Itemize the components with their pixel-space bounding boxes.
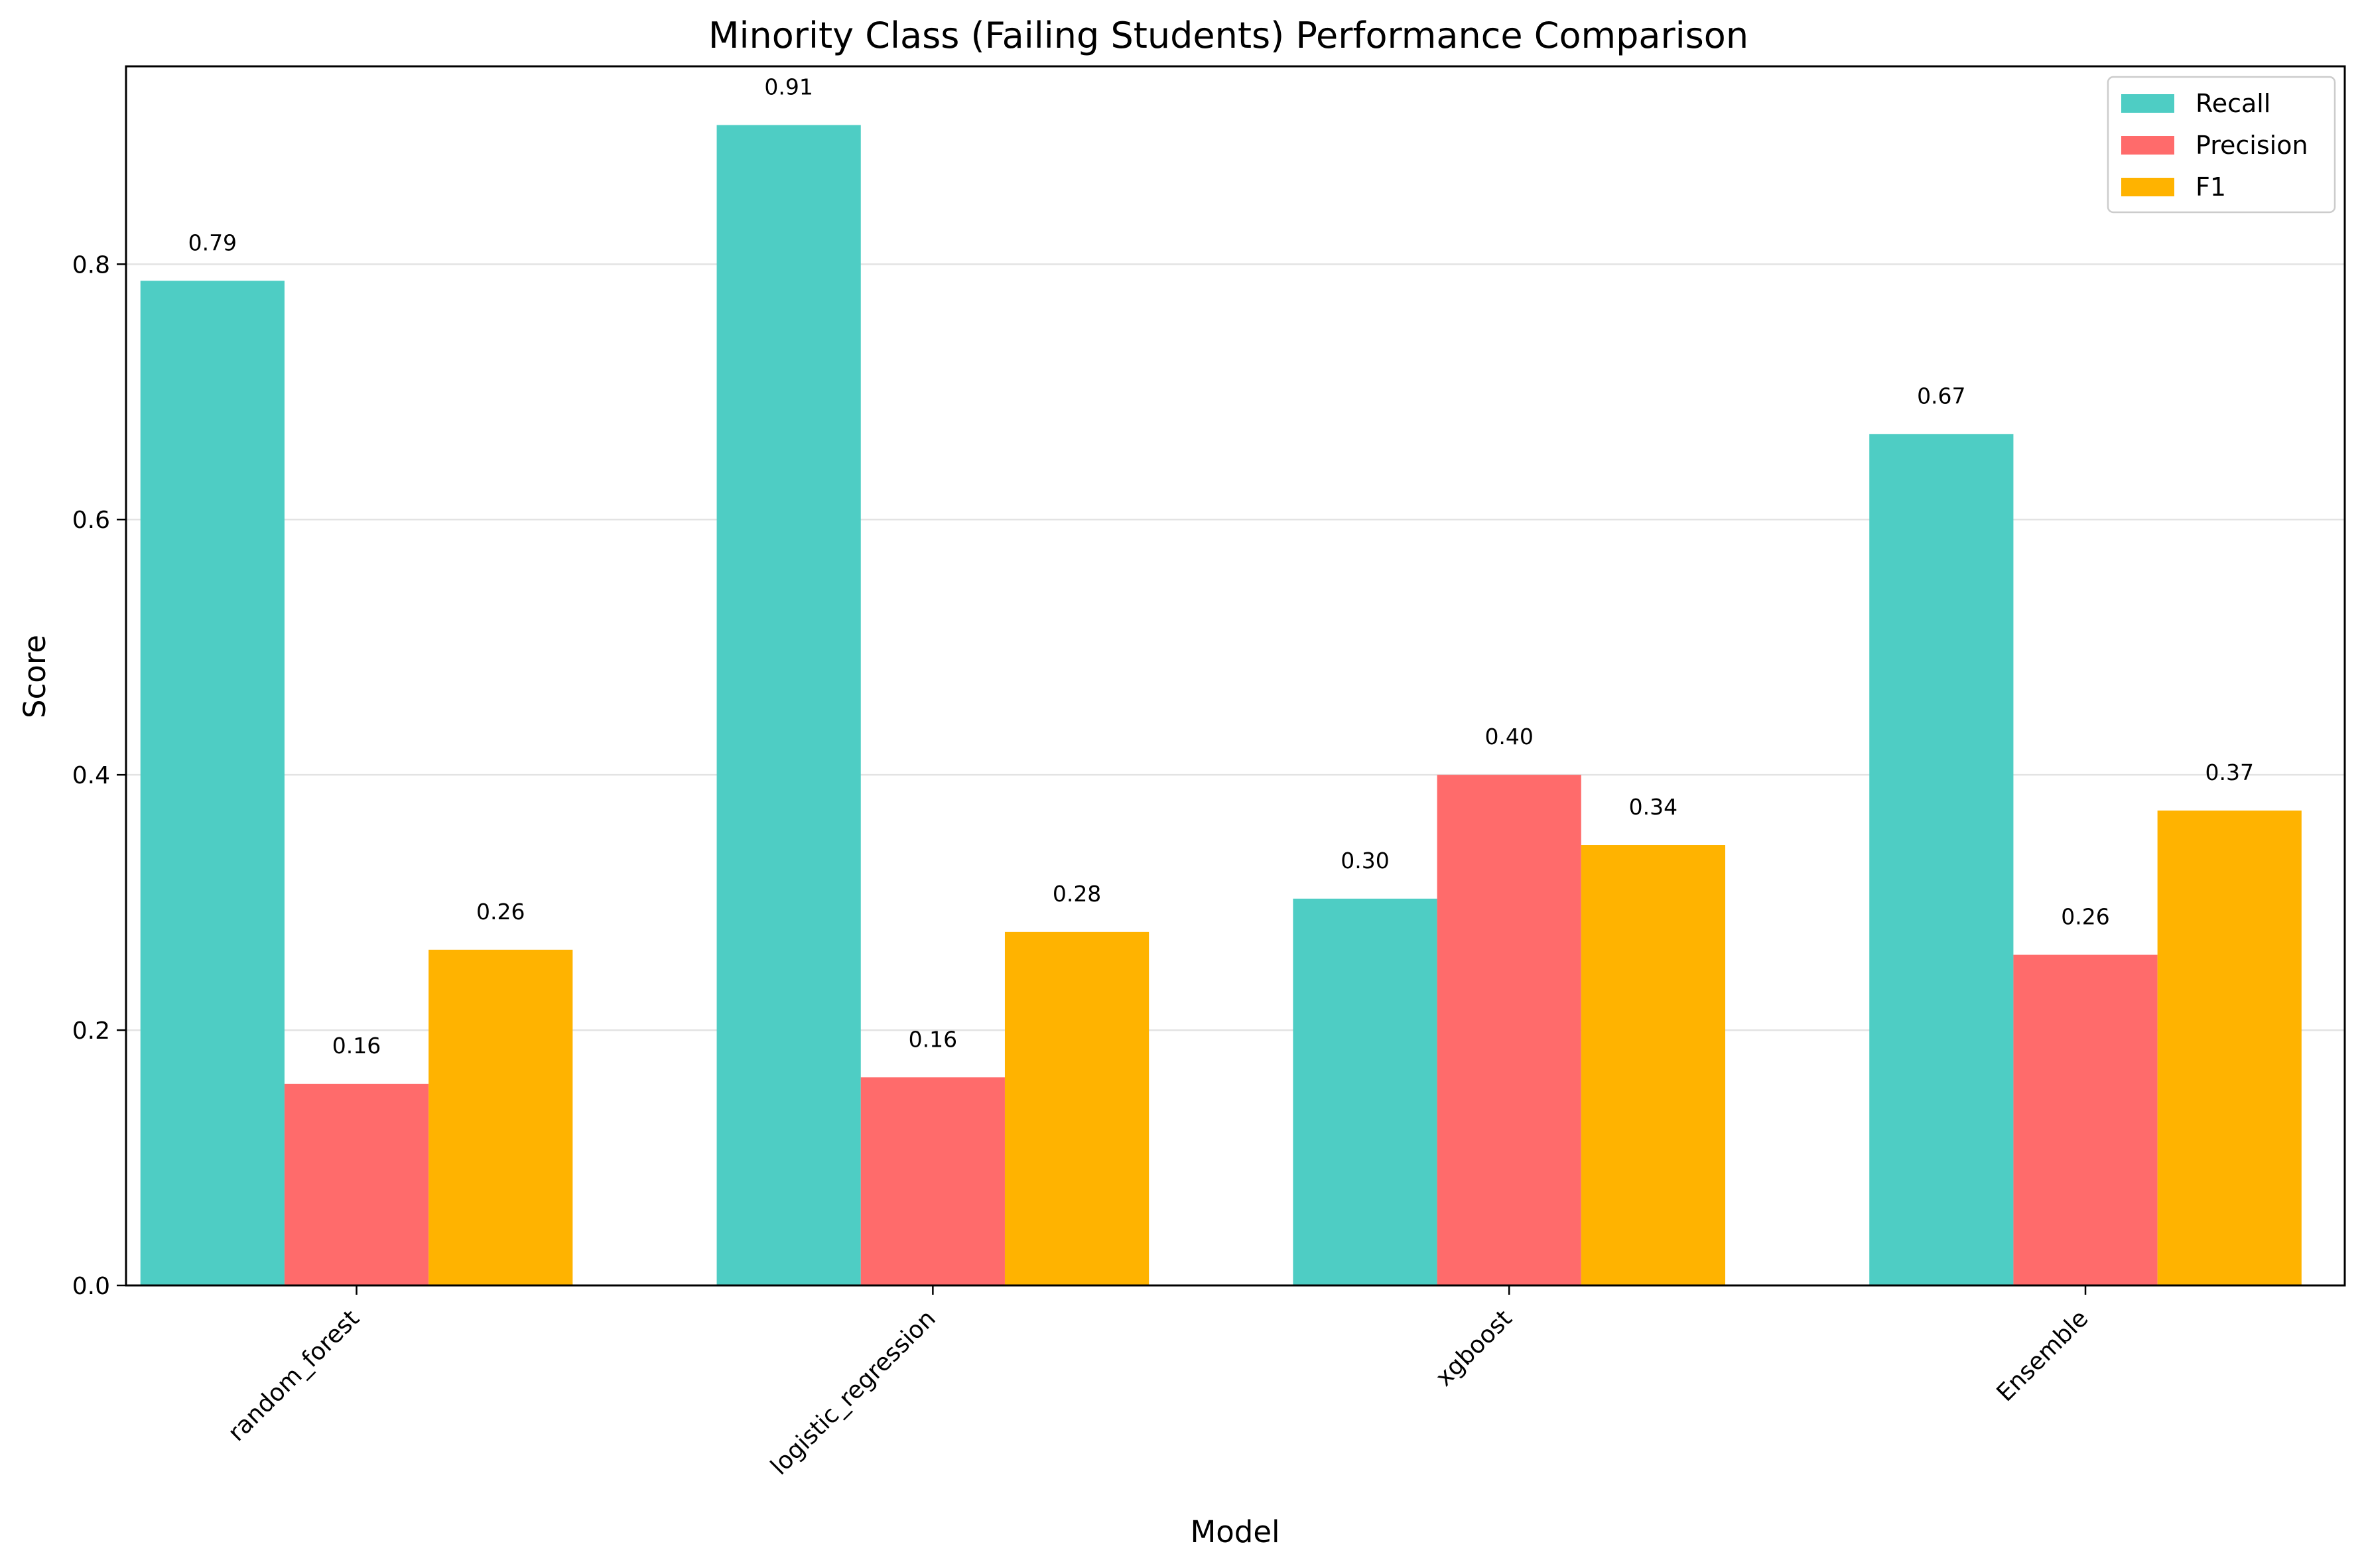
legend: Recall Precision F1: [2107, 76, 2336, 214]
y-tick-label: 0.6: [72, 507, 110, 534]
data-label: 0.67: [1917, 383, 1965, 409]
bar-recall-random-forest: [140, 281, 285, 1286]
data-label: 0.28: [1053, 881, 1101, 907]
y-axis: 0.0 0.2 0.4 0.6 0.8: [72, 251, 126, 1300]
bar-precision-xgboost: [1437, 775, 1581, 1285]
bars: [140, 125, 2302, 1286]
legend-label-recall: Recall: [2196, 89, 2270, 118]
data-label: 0.40: [1484, 724, 1533, 750]
bar-f1-xgboost: [1581, 845, 1726, 1285]
data-label: 0.37: [2205, 759, 2253, 785]
y-tick-label: 0.2: [72, 1017, 110, 1045]
y-axis-label: Score: [17, 635, 52, 718]
plot-frame: [125, 65, 2346, 1287]
bar-f1-ensemble: [2157, 811, 2302, 1285]
data-label: 0.26: [476, 899, 525, 925]
bar-f1-logistic-regression: [1004, 931, 1149, 1285]
bar-precision-logistic-regression: [860, 1077, 1005, 1285]
y-tick-label: 0.4: [72, 762, 110, 789]
data-label: 0.16: [332, 1033, 381, 1059]
legend-swatch-recall: [2121, 94, 2174, 113]
data-label: 0.30: [1341, 848, 1389, 874]
bar-f1-random-forest: [428, 949, 573, 1285]
legend-label-precision: Precision: [2196, 131, 2308, 160]
data-label: 0.16: [909, 1026, 957, 1052]
legend-label-f1: F1: [2196, 172, 2226, 202]
bar-recall-xgboost: [1293, 898, 1437, 1285]
bar-recall-ensemble: [1869, 434, 2014, 1286]
data-labels: 0.79 0.16 0.26 0.91 0.16 0.28 0.30 0.40 0.34 0.67…: [188, 74, 2254, 1059]
x-axis-label: Model: [1190, 1514, 1280, 1549]
y-tick-label: 0.0: [72, 1273, 110, 1300]
y-tick-label: 0.8: [72, 251, 110, 279]
bar-recall-logistic-regression: [716, 125, 861, 1285]
legend-swatch-precision: [2121, 136, 2174, 155]
data-label: 0.34: [1629, 794, 1677, 820]
chart-title: Minority Class (Failing Students) Perfor…: [708, 15, 1748, 56]
bar-precision-ensemble: [2013, 954, 2158, 1285]
data-label: 0.91: [764, 74, 813, 100]
data-label: 0.26: [2061, 904, 2109, 930]
data-label: 0.79: [188, 229, 237, 255]
legend-swatch-f1: [2121, 178, 2174, 196]
bar-precision-random-forest: [284, 1083, 429, 1285]
